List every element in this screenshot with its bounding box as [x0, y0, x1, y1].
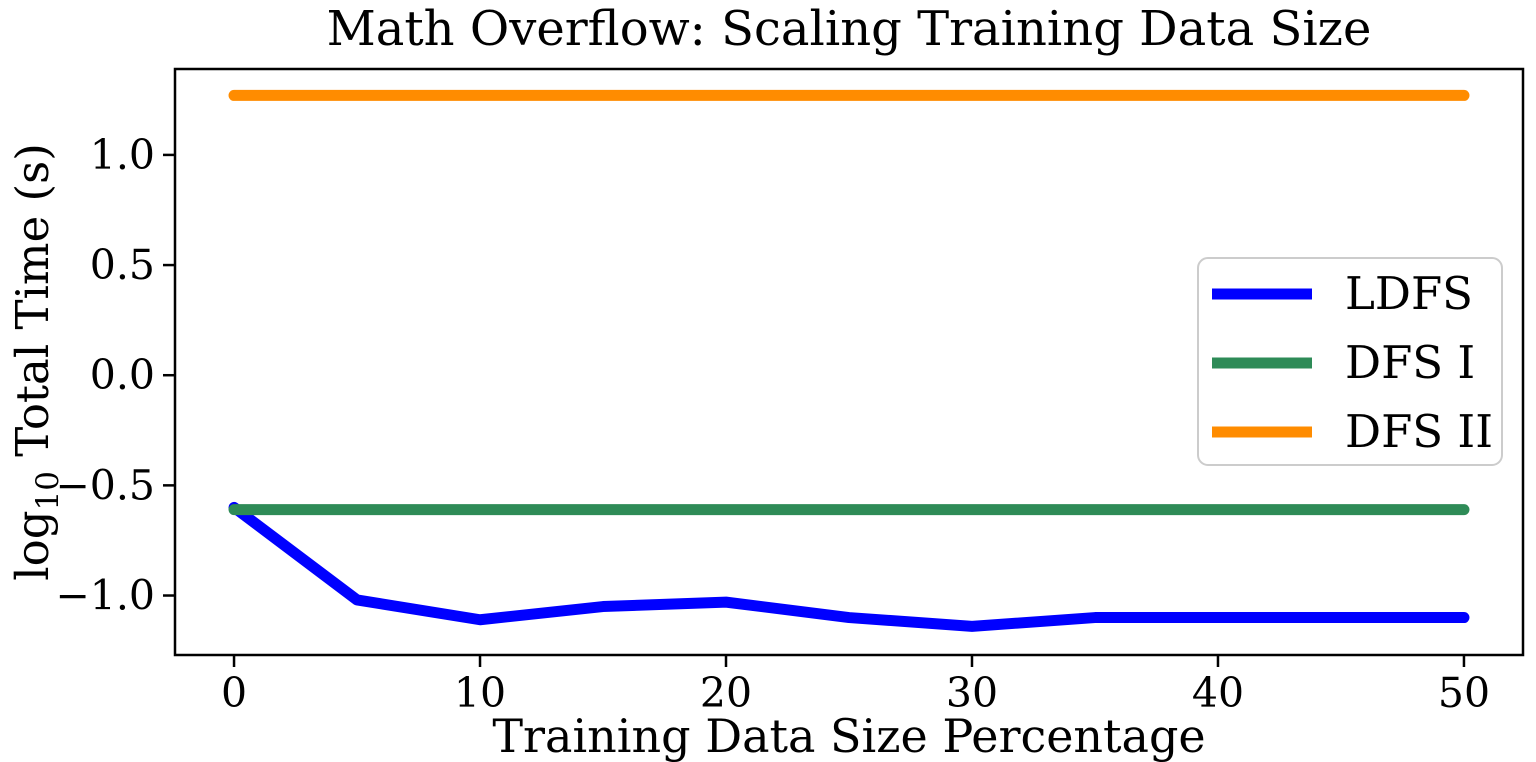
legend: LDFS DFS I DFS II [1197, 257, 1503, 466]
x-axis-label: Training Data Size Percentage [492, 709, 1205, 762]
legend-label: DFS I [1345, 336, 1475, 389]
x-tick-label: 40 [1192, 669, 1244, 717]
legend-label: LDFS [1345, 267, 1473, 320]
x-tick-label: 0 [221, 669, 247, 717]
legend-entries: LDFS DFS I DFS II [1212, 267, 1493, 458]
legend-box [1197, 257, 1503, 466]
y-tick-label: 0.5 [90, 241, 155, 289]
plot-border [173, 67, 1525, 657]
y-label-sub: 10 [30, 471, 66, 510]
y-axis-label: log10 Total Time (s) [6, 143, 66, 581]
y-tick-label: 0.0 [90, 351, 155, 399]
y-axis-ticks: 1.0 0.5 0.0 −0.5 −1.0 [55, 131, 175, 620]
series-line-ldfs [228, 501, 1470, 632]
y-tick-label: −1.0 [55, 572, 155, 620]
legend-label: DFS II [1345, 405, 1493, 458]
x-tick-label: 20 [700, 669, 752, 717]
y-label-pre: log [6, 510, 59, 580]
x-tick-label: 10 [454, 669, 506, 717]
x-tick-label: 30 [946, 669, 998, 717]
y-label-post: Total Time (s) [6, 143, 59, 471]
series-lines [228, 89, 1470, 632]
x-tick-label: 50 [1438, 669, 1490, 717]
x-axis-ticks: 0 10 20 30 40 50 [221, 655, 1490, 717]
y-tick-label: 1.0 [90, 131, 155, 179]
y-tick-label: −0.5 [55, 461, 155, 509]
chart-title: Math Overflow: Scaling Training Data Siz… [327, 1, 1372, 57]
